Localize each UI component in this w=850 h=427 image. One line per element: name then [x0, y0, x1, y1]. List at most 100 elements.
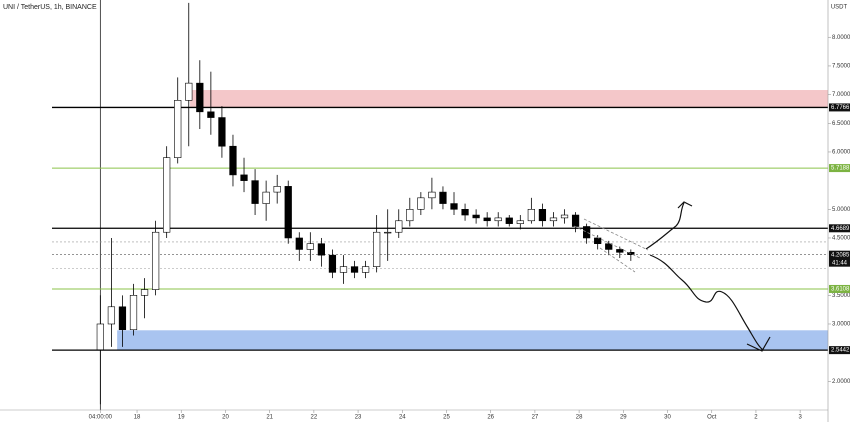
y-tick-label: 3.0000	[832, 322, 850, 328]
x-tick-label: 23	[355, 415, 362, 421]
x-tick-label: 27	[532, 415, 539, 421]
x-tick-label: 25	[443, 415, 450, 421]
candle-body	[251, 180, 259, 204]
y-tick-label: 6.5000	[832, 121, 850, 127]
currency-label: USDT	[831, 5, 848, 11]
candle-body	[373, 231, 381, 267]
candle-body	[207, 111, 215, 118]
channel-line	[573, 225, 641, 259]
candle-body	[472, 214, 480, 219]
candle-body	[483, 217, 491, 222]
candle-body	[560, 214, 569, 219]
zone	[117, 330, 829, 350]
candle-body	[450, 203, 458, 210]
level-label-bg	[829, 164, 850, 173]
y-tick-label: 6.0000	[832, 150, 850, 156]
candle-body	[428, 191, 436, 199]
candle-body	[594, 237, 602, 245]
y-tick-label: 7.0000	[832, 92, 850, 98]
candle-body	[96, 323, 104, 351]
x-tick-label: 22	[311, 415, 318, 421]
candle-body	[295, 237, 303, 250]
candle-body	[129, 295, 138, 331]
level-label-bg	[829, 103, 850, 112]
x-tick-label: 30	[664, 415, 671, 421]
channel-line	[583, 218, 649, 251]
y-tick-label: 3.5000	[832, 293, 850, 299]
candle-body	[306, 243, 314, 250]
level-label-bg	[829, 346, 850, 355]
candle-body	[516, 220, 524, 224]
candle-body	[395, 220, 403, 233]
x-tick-label: 2	[754, 415, 758, 421]
up-arrow-head	[677, 201, 693, 209]
x-tick-label: 18	[134, 415, 141, 421]
zone	[190, 90, 828, 108]
x-tick-label: 24	[399, 415, 406, 421]
y-tick-label: 2.0000	[832, 379, 850, 385]
candle-body	[439, 191, 447, 204]
last-price-bg	[829, 250, 850, 267]
zones	[117, 90, 829, 350]
countdown-label: 41:44	[832, 260, 848, 266]
candle-body	[328, 254, 337, 273]
candle-body	[549, 217, 558, 222]
x-tick-label: 28	[576, 415, 583, 421]
level-label: 2.5442	[831, 348, 850, 354]
down-path	[649, 254, 764, 351]
candle-body	[505, 217, 513, 224]
candle-body	[527, 209, 535, 222]
down-path-head	[746, 336, 771, 352]
y-tick-label: 5.0000	[832, 207, 850, 213]
x-tick-label: Oct	[707, 415, 717, 421]
candle-body	[583, 226, 591, 239]
level-label: 3.6108	[831, 287, 850, 293]
x-tick-label: 19	[178, 415, 185, 421]
up-arrow	[645, 202, 685, 250]
candle-body	[571, 214, 580, 227]
last-price-label: 4.2085	[831, 252, 850, 258]
candle-body	[627, 252, 635, 255]
level-label: 5.7188	[831, 166, 850, 172]
candle-body	[384, 231, 392, 234]
candle-body	[339, 266, 348, 273]
candle-body	[262, 191, 270, 204]
candle-body	[229, 145, 237, 176]
candle-body	[151, 231, 160, 290]
candle-body	[461, 209, 469, 216]
candle-body	[350, 266, 359, 273]
candle-body	[118, 306, 127, 331]
y-tick-label: 4.5000	[832, 236, 850, 242]
level-label: 4.6689	[831, 226, 850, 232]
candle-body	[538, 209, 547, 222]
channel-line	[599, 247, 636, 273]
candle-body	[174, 100, 182, 158]
x-tick-label: 21	[266, 415, 273, 421]
candle-body	[284, 186, 292, 239]
x-tick-label: 04:00:00	[89, 415, 113, 421]
candle-body	[140, 289, 149, 296]
candle-body	[417, 197, 425, 210]
y-tick-label: 7.5000	[832, 64, 850, 70]
candle-body	[196, 82, 204, 113]
candle-body	[605, 243, 613, 250]
x-tick-label: 26	[487, 415, 494, 421]
candle-body	[494, 217, 502, 222]
chart-title: UNI / TetherUS, 1h, BINANCE	[3, 4, 97, 11]
level-label-bg	[829, 284, 850, 293]
candle-body	[406, 209, 414, 222]
levels	[52, 0, 828, 410]
x-tick-label: 3	[798, 415, 802, 421]
candle-body	[107, 306, 116, 325]
candles	[96, 2, 635, 405]
y-tick-label: 8.0000	[832, 35, 850, 41]
x-tick-label: 20	[222, 415, 229, 421]
candle-body	[273, 186, 281, 193]
candle-body	[163, 157, 171, 233]
candle-body	[218, 117, 226, 147]
candle-body	[240, 174, 248, 181]
